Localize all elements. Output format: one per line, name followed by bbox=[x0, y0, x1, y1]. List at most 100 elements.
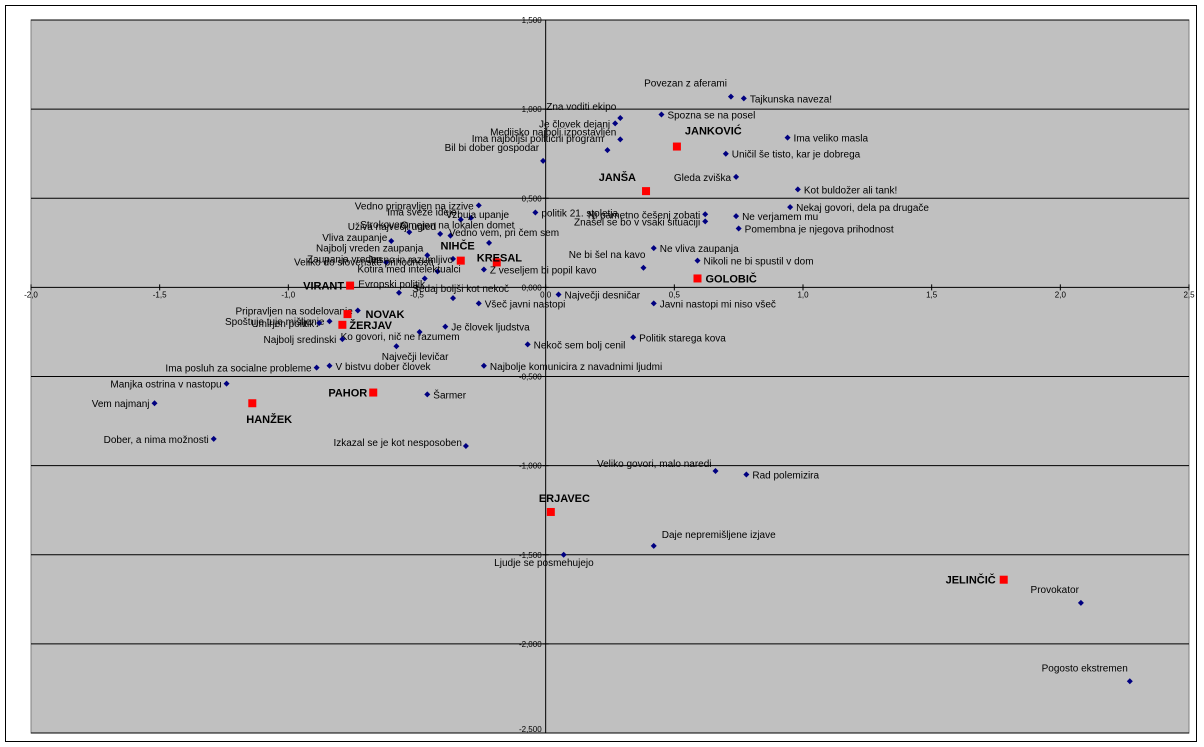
candidate-label: HANŽEK bbox=[246, 413, 292, 426]
attribute-label: Izkazal se je kot nesposoben bbox=[333, 438, 461, 449]
attribute-marker bbox=[650, 542, 657, 549]
attribute-marker bbox=[210, 435, 217, 442]
attribute-marker bbox=[612, 120, 619, 127]
attribute-marker bbox=[151, 400, 158, 407]
attribute-label: Ima sveže ideje bbox=[387, 208, 457, 219]
attribute-label: Ne verjamem mu bbox=[742, 212, 818, 223]
attribute-marker bbox=[442, 323, 449, 330]
attribute-points: Povezan z aferami Tajkunska naveza! Zna vo… bbox=[92, 79, 1133, 685]
attribute-marker bbox=[702, 218, 709, 225]
attribute-marker bbox=[727, 93, 734, 100]
attribute-marker bbox=[450, 255, 457, 262]
attribute-marker bbox=[450, 295, 457, 302]
candidate-marker bbox=[248, 399, 257, 408]
attribute-marker bbox=[437, 230, 444, 237]
x-tick-label: 2,0 bbox=[1055, 290, 1067, 299]
gridlines bbox=[31, 19, 1189, 734]
attribute-marker bbox=[787, 204, 794, 211]
attribute-marker bbox=[733, 213, 740, 220]
attribute-label: Umirjen politik bbox=[251, 319, 315, 330]
attribute-marker bbox=[1077, 599, 1084, 606]
x-tick-label: 1,0 bbox=[797, 290, 809, 299]
attribute-label: Manjka ostrina v nastopu bbox=[110, 380, 221, 391]
attribute-label: Ljudje se posmehujejo bbox=[494, 558, 594, 569]
attribute-label: Šarmer bbox=[433, 388, 466, 401]
candidate-marker bbox=[492, 258, 501, 267]
attribute-label: Največji levičar bbox=[382, 352, 449, 363]
attribute-label: Kotira med intelektualci bbox=[357, 264, 460, 275]
attribute-marker bbox=[722, 150, 729, 157]
axes bbox=[30, 19, 1190, 734]
attribute-label: Ni pametno češenj zobati bbox=[588, 210, 700, 221]
attribute-label: Sedaj boljši kot nekoč bbox=[412, 284, 509, 295]
attribute-marker bbox=[393, 343, 400, 350]
attribute-label: Vedno pripravljen na izzive bbox=[355, 201, 474, 212]
attribute-label: Ima posluh za socialne probleme bbox=[165, 364, 312, 375]
attribute-label: Ima najboljši politični program bbox=[472, 134, 604, 145]
attribute-marker bbox=[794, 186, 801, 193]
y-tick-label: 1,500 bbox=[522, 16, 543, 25]
attribute-label: Najbolj sredinski bbox=[264, 335, 337, 346]
y-tick-label: -2,500 bbox=[519, 725, 542, 734]
attribute-label: Pogosto ekstremen bbox=[1042, 663, 1128, 674]
attribute-label: Javni nastopi mi niso všeč bbox=[660, 299, 776, 310]
attribute-marker bbox=[702, 211, 709, 218]
candidate-label: JELINČIČ bbox=[946, 574, 996, 587]
attribute-marker bbox=[424, 391, 431, 398]
y-tick-label: -0,500 bbox=[519, 373, 542, 382]
candidate-marker bbox=[346, 281, 355, 290]
attribute-label: Najbolj vreden zaupanja bbox=[316, 243, 424, 254]
attribute-marker bbox=[339, 336, 346, 343]
attribute-marker bbox=[480, 266, 487, 273]
candidate-label: NOVAK bbox=[366, 309, 405, 321]
attribute-marker bbox=[326, 362, 333, 369]
candidate-marker bbox=[642, 187, 651, 196]
attribute-marker bbox=[617, 136, 624, 143]
attribute-label: Ko govori, nič ne razumem bbox=[341, 332, 460, 343]
attribute-label: Provokator bbox=[1031, 585, 1080, 596]
attribute-marker bbox=[316, 320, 323, 327]
attribute-label: Povezan z aferami bbox=[644, 79, 727, 90]
attribute-label: Znašel se bo v vsaki situaciji bbox=[574, 217, 700, 228]
y-tick-label: 0,500 bbox=[522, 194, 543, 203]
attribute-marker bbox=[694, 257, 701, 264]
attribute-marker bbox=[457, 216, 464, 223]
attribute-label: Ima veliko masla bbox=[794, 134, 869, 145]
attribute-marker bbox=[475, 300, 482, 307]
attribute-marker bbox=[388, 238, 395, 245]
tick-labels: -2,0 -1,5 -1,0 -0,5 0,0 0,5 1,0 1,5 2,0 2,5 1,500 1… bbox=[24, 16, 1195, 734]
attribute-marker bbox=[462, 443, 469, 450]
candidate-marker bbox=[369, 388, 378, 397]
attribute-label: Medijsko najbolj izpostavljen bbox=[490, 127, 616, 138]
attribute-label: Omejen na lokalen domet bbox=[400, 221, 514, 232]
attribute-marker bbox=[640, 264, 647, 271]
candidate-marker bbox=[456, 256, 465, 265]
attribute-label: Spoštuje tuje mišljenje bbox=[225, 317, 325, 328]
x-tick-label: 2,5 bbox=[1183, 290, 1195, 299]
attribute-label: Je človek dejanj bbox=[539, 119, 610, 130]
attribute-label: Z veseljem bi popil kavo bbox=[490, 266, 597, 277]
x-tick-label: 0,5 bbox=[669, 290, 681, 299]
candidate-label: JANKOVIĆ bbox=[685, 125, 742, 138]
attribute-marker bbox=[468, 214, 475, 221]
attribute-marker bbox=[617, 115, 624, 122]
x-tick-label: -2,0 bbox=[24, 290, 38, 299]
attribute-label: Zaupanja vreden bbox=[307, 254, 382, 265]
attribute-marker bbox=[434, 268, 441, 275]
y-tick-label: -1,000 bbox=[519, 462, 542, 471]
candidate-label: ERJAVEC bbox=[539, 493, 590, 505]
attribute-label: V bistvu dober človek bbox=[336, 362, 432, 373]
y-tick-label: 1,000 bbox=[522, 105, 543, 114]
attribute-marker bbox=[555, 291, 562, 298]
attribute-label: Uničil še tisto, kar je dobrega bbox=[732, 150, 861, 161]
attribute-label: Veliko govori, malo naredi bbox=[597, 459, 712, 470]
y-tick-label: -1,500 bbox=[519, 551, 542, 560]
attribute-label: Gleda zviška bbox=[674, 173, 732, 184]
candidate-marker bbox=[546, 507, 555, 516]
attribute-marker bbox=[604, 147, 611, 154]
candidate-marker bbox=[999, 575, 1008, 584]
attribute-label: Pomembna je njegova prihodnost bbox=[745, 225, 894, 236]
attribute-marker bbox=[712, 467, 719, 474]
